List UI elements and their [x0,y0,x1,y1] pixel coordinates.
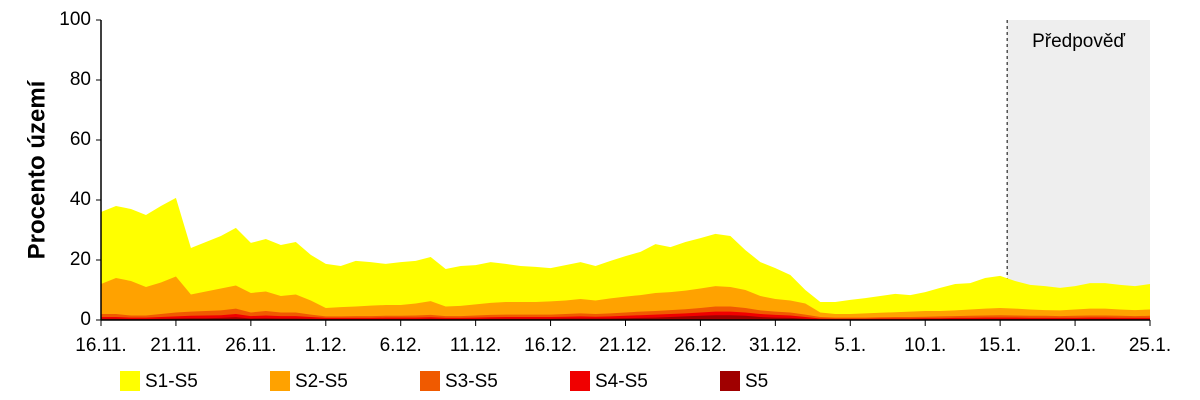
area [101,197,1150,320]
x-tick-label: 21.11. [150,335,201,356]
y-tick-label: 20 [70,249,91,270]
legend-swatch [120,371,140,391]
x-tick-label: 15.1. [979,335,1021,356]
x-tick-label: 5.1. [834,335,866,356]
legend-swatch [270,371,290,391]
forecast-label: Předpověď [1032,31,1125,52]
legend-label: S1-S5 [145,371,198,392]
area [101,306,1150,320]
area [101,311,1150,320]
x-tick-label: 11.12. [450,335,501,356]
legend-label: S4-S5 [595,371,648,392]
x-tick-label: 31.12. [749,335,802,356]
legend-swatch [420,371,440,391]
x-tick-label: 25.1. [1129,335,1171,356]
y-tick-label: 80 [70,69,91,90]
x-tick-label: 1.12. [305,335,347,356]
x-tick-label: 20.1. [1054,335,1096,356]
y-tick-label: 40 [70,189,91,210]
y-tick-label: 60 [70,129,91,150]
legend-swatch [570,371,590,391]
x-tick-label: 21.12. [599,335,652,356]
x-tick-label: 26.11. [225,335,276,356]
legend-label: S5 [745,371,768,392]
x-tick-label: 10.1. [904,335,946,356]
y-tick-label: 100 [59,9,91,30]
forecast-region [1007,20,1150,320]
x-tick-label: 26.12. [674,335,727,356]
x-tick-label: 16.12. [524,335,577,356]
x-tick-label: 6.12. [380,335,422,356]
y-tick-label: 0 [80,309,91,330]
legend-label: S3-S5 [445,371,498,392]
legend-swatch [720,371,740,391]
x-tick-label: 16.11. [75,335,126,356]
y-axis-label: Procento území [23,79,50,259]
legend-label: S2-S5 [295,371,348,392]
area [101,276,1150,320]
